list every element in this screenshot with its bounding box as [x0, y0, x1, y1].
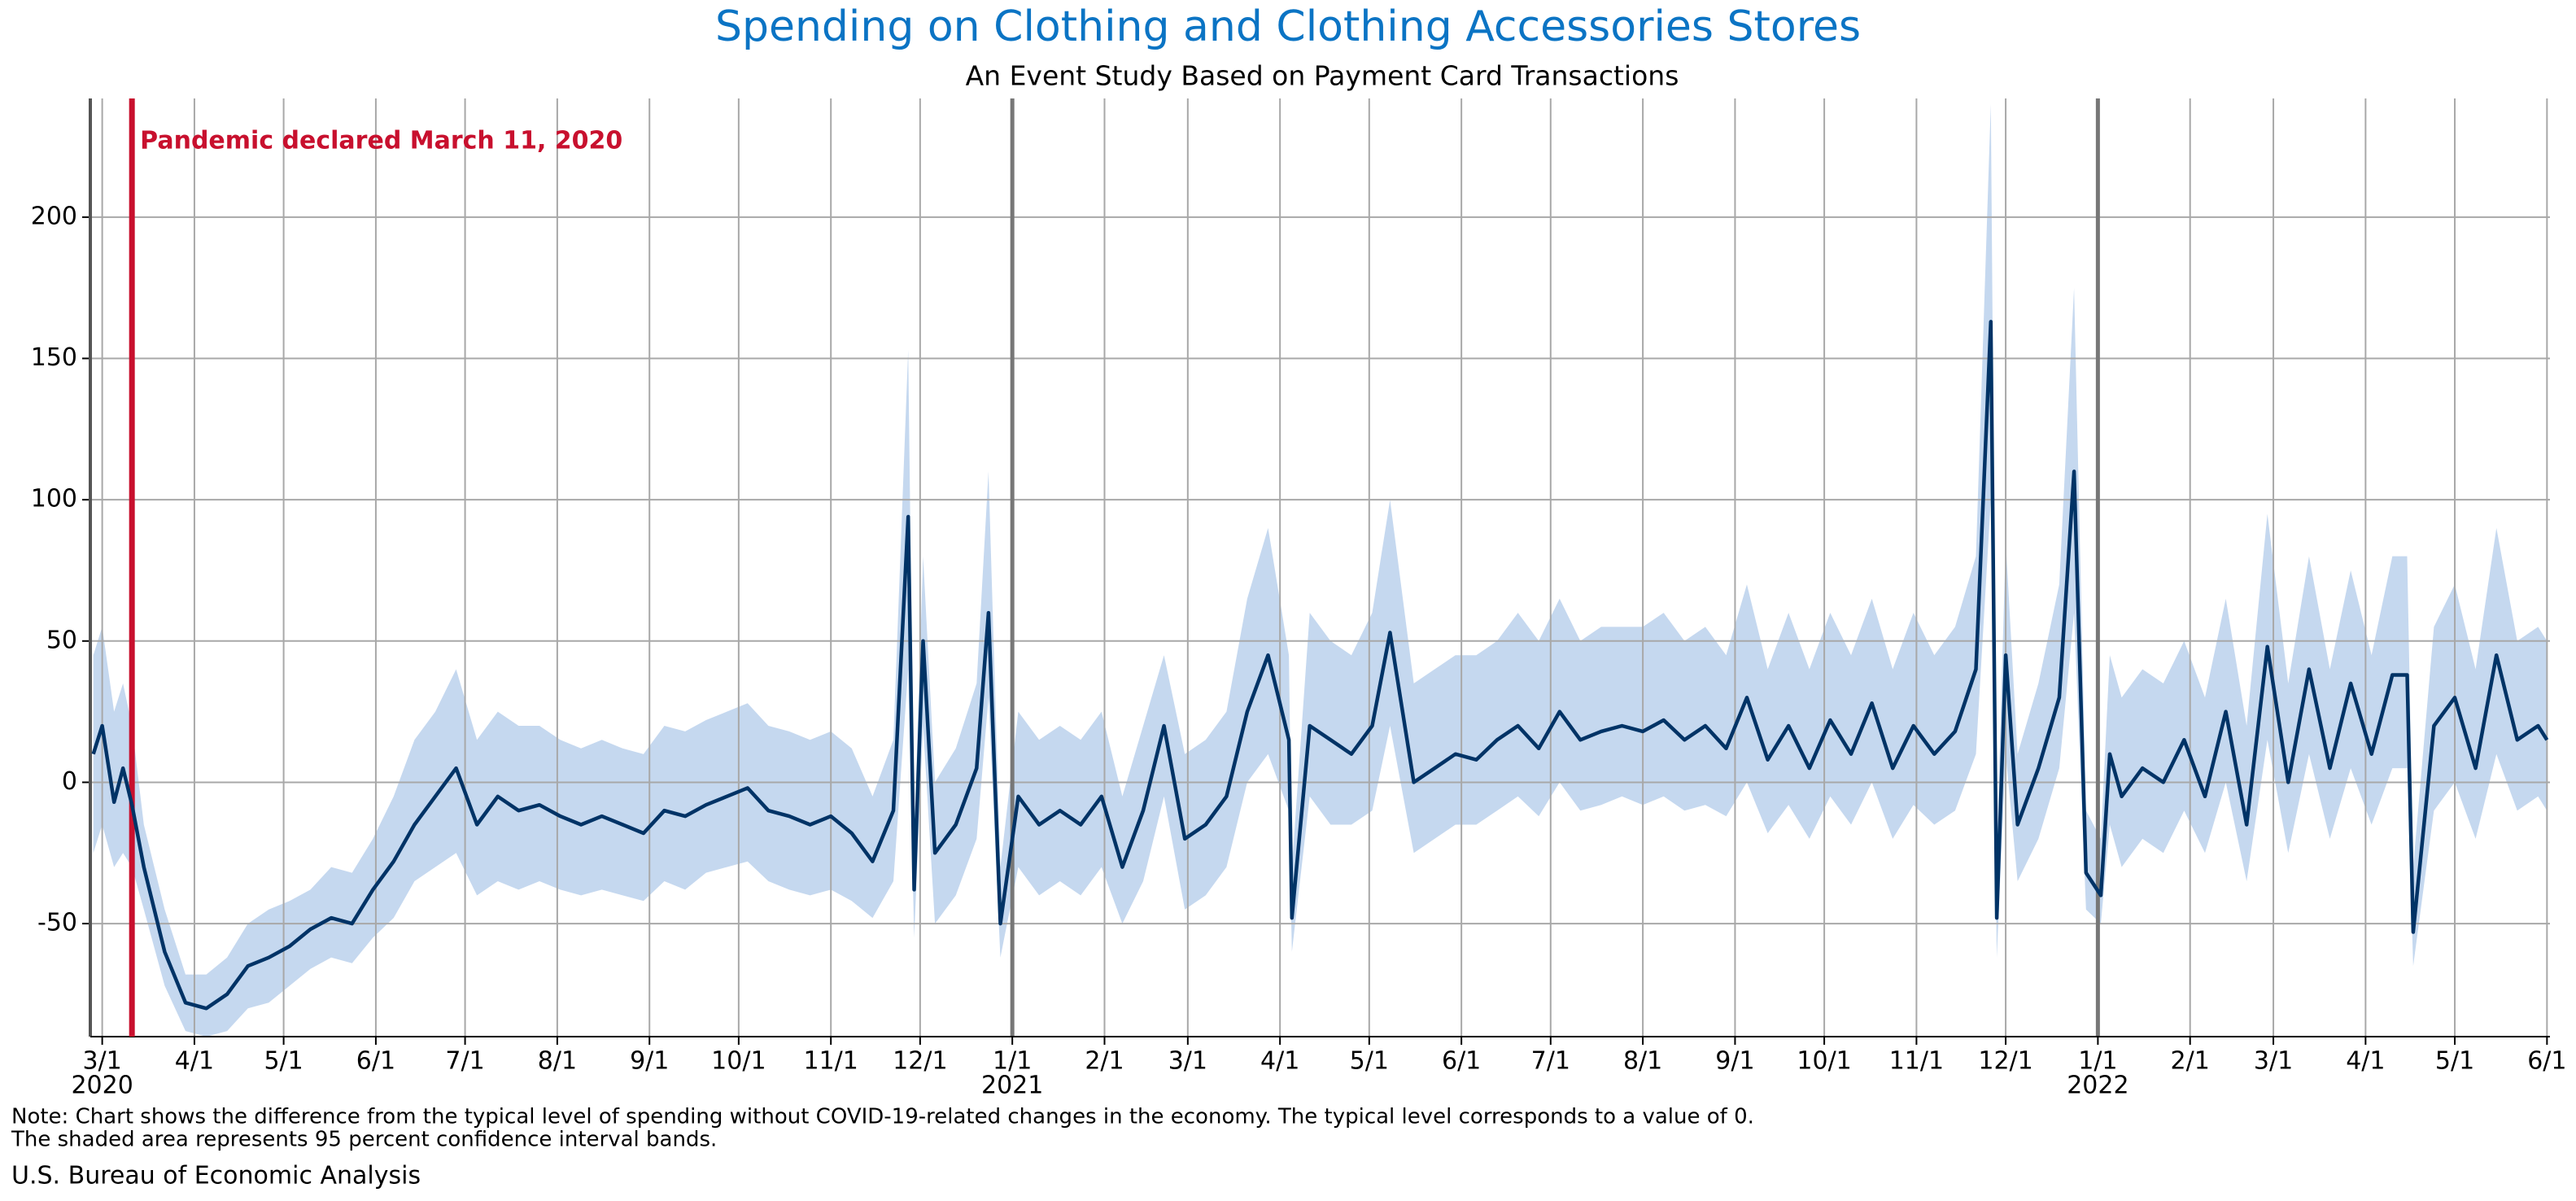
x-tick-label: 8/1: [538, 1047, 577, 1076]
chart-title: Spending on Clothing and Clothing Access…: [715, 2, 1861, 51]
x-tick-label: 9/1: [1715, 1047, 1754, 1076]
x-tick-label: 7/1: [1531, 1047, 1570, 1076]
y-tick-label: 0: [62, 767, 77, 796]
y-tick-label: 100: [31, 485, 77, 513]
x-tick-label: 1/1: [2078, 1047, 2117, 1076]
x-tick-label: 5/1: [2435, 1047, 2474, 1076]
x-tick-label: 6/1: [2527, 1047, 2566, 1076]
chart-subtitle: An Event Study Based on Payment Card Tra…: [966, 60, 1679, 92]
x-tick-label: 11/1: [1889, 1047, 1944, 1076]
year-label: 2022: [2067, 1072, 2128, 1100]
y-tick-label: 150: [31, 343, 77, 372]
x-tick-label: 11/1: [804, 1047, 858, 1076]
x-tick-label: 6/1: [356, 1047, 395, 1076]
year-label: 2020: [71, 1072, 133, 1100]
note: Note: Chart shows the difference from th…: [11, 1105, 1754, 1129]
x-tick-label: 5/1: [264, 1047, 303, 1076]
confidence-band: [93, 103, 2548, 1037]
year-label: 2021: [981, 1072, 1043, 1100]
x-tick-label: 7/1: [445, 1047, 484, 1076]
x-tick-label: 3/1: [2254, 1047, 2293, 1076]
y-tick-label: 200: [31, 202, 77, 230]
y-tick-label: -50: [37, 909, 77, 937]
x-tick-label: 9/1: [630, 1047, 669, 1076]
x-tick-label: 4/1: [1260, 1047, 1299, 1076]
x-tick-label: 2/1: [2171, 1047, 2210, 1076]
event-label: Pandemic declared March 11, 2020: [140, 127, 622, 155]
note: The shaded area represents 95 percent co…: [11, 1128, 717, 1152]
x-tick-label: 3/1: [82, 1047, 121, 1076]
x-tick-label: 3/1: [1168, 1047, 1207, 1076]
x-tick-label: 8/1: [1623, 1047, 1662, 1076]
x-tick-label: 12/1: [1978, 1047, 2032, 1076]
x-tick-label: 5/1: [1350, 1047, 1389, 1076]
x-tick-label: 10/1: [711, 1047, 766, 1076]
x-tick-label: 1/1: [993, 1047, 1032, 1076]
source: U.S. Bureau of Economic Analysis: [11, 1162, 421, 1190]
data-line: [91, 320, 2549, 1011]
x-tick-label: 2/1: [1085, 1047, 1124, 1076]
x-tick-label: 12/1: [893, 1047, 947, 1076]
x-tick-label: 4/1: [175, 1047, 214, 1076]
x-tick-label: 6/1: [1442, 1047, 1481, 1076]
x-tick-label: 4/1: [2346, 1047, 2385, 1076]
x-tick-label: 10/1: [1797, 1047, 1851, 1076]
y-tick-label: 50: [46, 626, 77, 654]
